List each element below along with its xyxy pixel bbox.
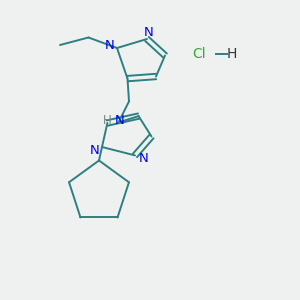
Text: N: N [144,26,153,39]
Text: H: H [227,47,237,61]
Text: Cl: Cl [193,47,206,61]
Text: N: N [90,143,99,157]
Text: N: N [105,39,114,52]
Text: N: N [139,152,148,166]
Text: H: H [103,113,112,127]
Text: N: N [115,113,125,127]
